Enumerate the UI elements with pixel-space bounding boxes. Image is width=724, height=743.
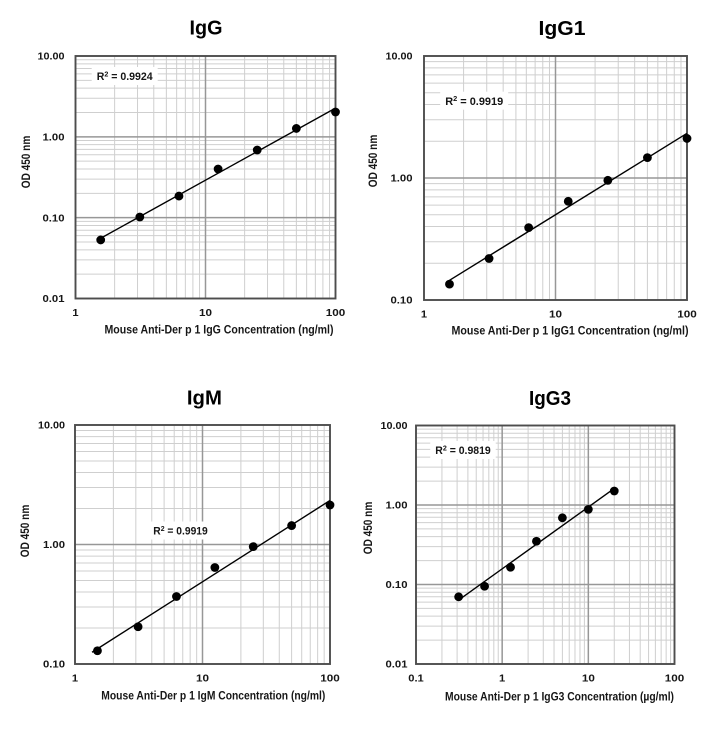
svg-text:Mouse Anti-Der p 1 IgM Concent: Mouse Anti-Der p 1 IgM Concentration (ng… <box>101 688 325 702</box>
svg-text:IgG3: IgG3 <box>529 388 571 410</box>
svg-text:0.10: 0.10 <box>386 580 408 591</box>
svg-text:IgG: IgG <box>190 18 223 40</box>
svg-text:0.01: 0.01 <box>43 294 65 305</box>
svg-text:OD 450 nm: OD 450 nm <box>21 136 33 189</box>
svg-text:1.00: 1.00 <box>43 540 65 551</box>
svg-text:1.00: 1.00 <box>386 501 408 512</box>
svg-text:R2 = 0.9919: R2 = 0.9919 <box>153 524 208 538</box>
svg-text:OD 450 nm: OD 450 nm <box>20 505 32 558</box>
svg-text:Mouse Anti-Der p 1 IgG3 Concen: Mouse Anti-Der p 1 IgG3 Concentration (µ… <box>445 689 674 703</box>
svg-text:0.10: 0.10 <box>43 660 65 671</box>
svg-text:10.00: 10.00 <box>38 421 65 432</box>
svg-text:10: 10 <box>549 310 562 321</box>
svg-text:1.00: 1.00 <box>391 174 413 185</box>
svg-text:1: 1 <box>421 310 427 321</box>
svg-text:R2 = 0.9924: R2 = 0.9924 <box>97 70 154 84</box>
svg-text:0.10: 0.10 <box>391 296 413 307</box>
svg-text:R2 = 0.9919: R2 = 0.9919 <box>445 94 503 108</box>
svg-text:OD 450 nm: OD 450 nm <box>368 135 380 188</box>
svg-text:1: 1 <box>72 674 78 685</box>
svg-text:IgG1: IgG1 <box>539 18 586 40</box>
svg-text:10: 10 <box>196 674 209 685</box>
svg-text:10.00: 10.00 <box>381 421 408 432</box>
svg-text:10.00: 10.00 <box>38 52 65 63</box>
svg-text:100: 100 <box>326 308 346 319</box>
svg-text:0.01: 0.01 <box>386 660 408 671</box>
svg-text:OD 450 nm: OD 450 nm <box>363 502 375 555</box>
svg-text:R2 = 0.9819: R2 = 0.9819 <box>435 444 491 458</box>
svg-text:0.1: 0.1 <box>408 674 424 685</box>
svg-text:100: 100 <box>320 674 340 685</box>
svg-text:Mouse Anti-Der p 1 IgG1 Concen: Mouse Anti-Der p 1 IgG1 Concentration (n… <box>452 323 689 337</box>
svg-text:100: 100 <box>665 674 685 685</box>
svg-text:0.10: 0.10 <box>43 213 65 224</box>
svg-text:100: 100 <box>677 310 697 321</box>
svg-text:10: 10 <box>199 308 212 319</box>
svg-text:1.00: 1.00 <box>43 133 65 144</box>
svg-text:Mouse Anti-Der p 1 IgG Concent: Mouse Anti-Der p 1 IgG Concentration (ng… <box>105 322 334 336</box>
svg-text:1: 1 <box>72 308 78 319</box>
svg-text:10.00: 10.00 <box>386 52 413 63</box>
svg-text:10: 10 <box>582 674 595 685</box>
svg-text:1: 1 <box>499 674 505 685</box>
svg-text:IgM: IgM <box>187 388 222 410</box>
